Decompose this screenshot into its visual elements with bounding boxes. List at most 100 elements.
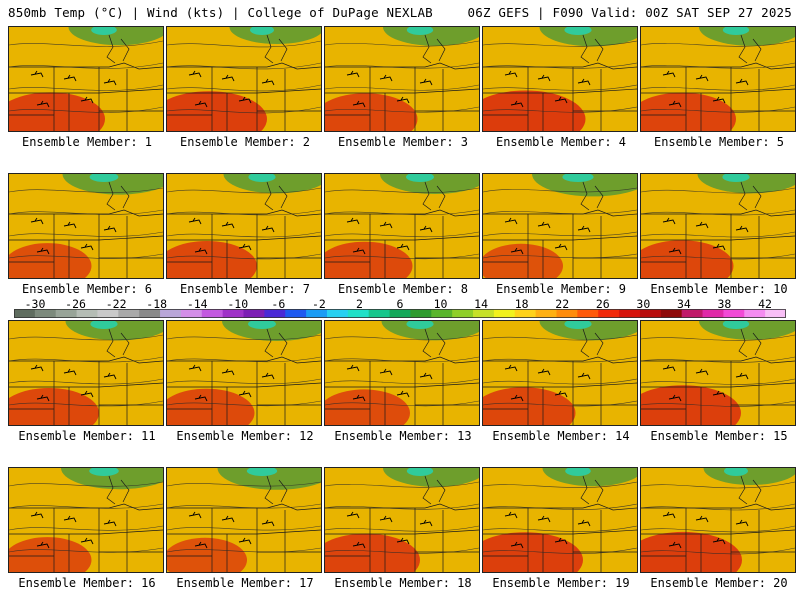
warm-core — [483, 387, 576, 425]
colorbar-tick: -30 — [24, 297, 46, 311]
ensemble-member-map[interactable] — [482, 320, 638, 426]
ensemble-member-map[interactable] — [640, 320, 796, 426]
political-boundaries — [325, 34, 479, 131]
cold-spot — [722, 27, 750, 35]
warm-core — [167, 388, 255, 425]
colorbar-segment — [598, 309, 620, 318]
contour-lines — [325, 334, 479, 407]
member-map-graphic — [641, 174, 795, 278]
ensemble-member-map[interactable] — [324, 320, 480, 426]
warm-core — [641, 240, 734, 278]
colorbar-tick: -14 — [186, 297, 208, 311]
cold-spot — [564, 321, 592, 329]
colorbar-segment — [681, 309, 704, 318]
colorbar-tick: -18 — [146, 297, 168, 311]
contour-lines — [641, 481, 795, 555]
valid-time: 06Z GEFS | F090 Valid: 00Z SAT SEP 27 20… — [467, 5, 792, 20]
wind-barbs — [346, 364, 433, 402]
ensemble-member-map[interactable] — [8, 467, 164, 573]
wind-barbs — [504, 217, 591, 255]
ensemble-member-map[interactable] — [166, 467, 322, 573]
ensemble-member-map[interactable] — [324, 26, 480, 132]
cold-spot — [89, 174, 119, 182]
cold-spot — [562, 174, 594, 182]
cool-pocket — [383, 27, 479, 46]
cold-spot — [89, 468, 119, 476]
ensemble-member-map[interactable] — [8, 320, 164, 426]
contour-lines — [9, 187, 163, 259]
political-boundaries — [641, 34, 795, 131]
colorbar-segment — [452, 309, 474, 318]
cool-pocket — [61, 468, 163, 490]
ensemble-member-map[interactable] — [640, 26, 796, 132]
ensemble-member-map[interactable] — [166, 320, 322, 426]
colorbar-segment — [723, 309, 745, 318]
member-caption: Ensemble Member: 20 — [650, 576, 788, 590]
member-map-graphic — [483, 468, 637, 572]
member-caption: Ensemble Member: 18 — [334, 576, 472, 590]
colorbar-segment — [660, 309, 683, 318]
colorbar-tick: -22 — [105, 297, 127, 311]
colorbar-segment — [765, 309, 786, 318]
warm-core — [9, 243, 92, 278]
contour-lines — [483, 40, 637, 113]
member-map-graphic — [167, 174, 321, 278]
warm-core — [325, 241, 413, 278]
wind-barbs — [188, 364, 275, 402]
ensemble-member-map[interactable] — [640, 467, 796, 573]
ensemble-member-map[interactable] — [482, 26, 638, 132]
ensemble-member-map[interactable] — [8, 173, 164, 279]
colorbar-segment — [514, 309, 537, 318]
member-map-graphic — [9, 27, 163, 131]
cold-spot — [724, 468, 748, 476]
colorbar-tick: 2 — [355, 297, 363, 311]
political-boundaries — [9, 34, 163, 131]
colorbar-segment — [577, 309, 599, 318]
ensemble-member-map[interactable] — [324, 467, 480, 573]
member-caption: Ensemble Member: 12 — [176, 429, 314, 443]
ensemble-member-map[interactable] — [482, 173, 638, 279]
temperature-colorbar — [14, 309, 786, 318]
political-boundaries — [167, 475, 321, 572]
ensemble-member-map[interactable] — [324, 173, 480, 279]
member-caption: Ensemble Member: 1 — [21, 135, 153, 149]
ensemble-member-map[interactable] — [166, 173, 322, 279]
colorbar-tick: -26 — [65, 297, 86, 311]
ensemble-member-map[interactable] — [8, 26, 164, 132]
political-boundaries — [641, 181, 795, 278]
cool-pocket — [380, 174, 479, 194]
ensemble-member-map[interactable] — [482, 467, 638, 573]
warm-core — [9, 537, 92, 572]
colorbar-segment — [139, 309, 161, 318]
header: 850mb Temp (°C) | Wind (kts) | College o… — [0, 0, 800, 24]
political-boundaries — [483, 34, 637, 131]
member-caption: Ensemble Member: 13 — [334, 429, 472, 443]
colorbar-segment — [619, 309, 641, 318]
cold-spot — [722, 321, 750, 329]
wind-barbs — [188, 511, 275, 549]
political-boundaries — [483, 181, 637, 278]
political-boundaries — [167, 34, 321, 131]
cold-spot — [90, 321, 118, 329]
wind-barbs — [188, 70, 275, 108]
member-map-graphic — [325, 174, 479, 278]
wind-barbs — [504, 70, 591, 108]
colorbar-segment — [285, 309, 307, 318]
member-map-graphic — [325, 468, 479, 572]
contour-lines — [167, 481, 321, 553]
contour-lines — [483, 187, 637, 259]
cold-spot — [564, 27, 592, 35]
cool-pocket — [699, 27, 795, 46]
colorbar-segment — [744, 309, 766, 318]
cold-spot — [248, 174, 276, 182]
colorbar-segment — [431, 309, 453, 318]
cold-spot — [246, 468, 278, 476]
colorbar-tick: 34 — [676, 297, 691, 311]
colorbar-tick: 10 — [433, 297, 448, 311]
warm-core — [325, 389, 410, 425]
member-caption: Ensemble Member: 14 — [492, 429, 630, 443]
ensemble-member-map[interactable] — [640, 173, 796, 279]
member-map-graphic — [167, 321, 321, 425]
member-map-graphic — [325, 321, 479, 425]
ensemble-member-map[interactable] — [166, 26, 322, 132]
